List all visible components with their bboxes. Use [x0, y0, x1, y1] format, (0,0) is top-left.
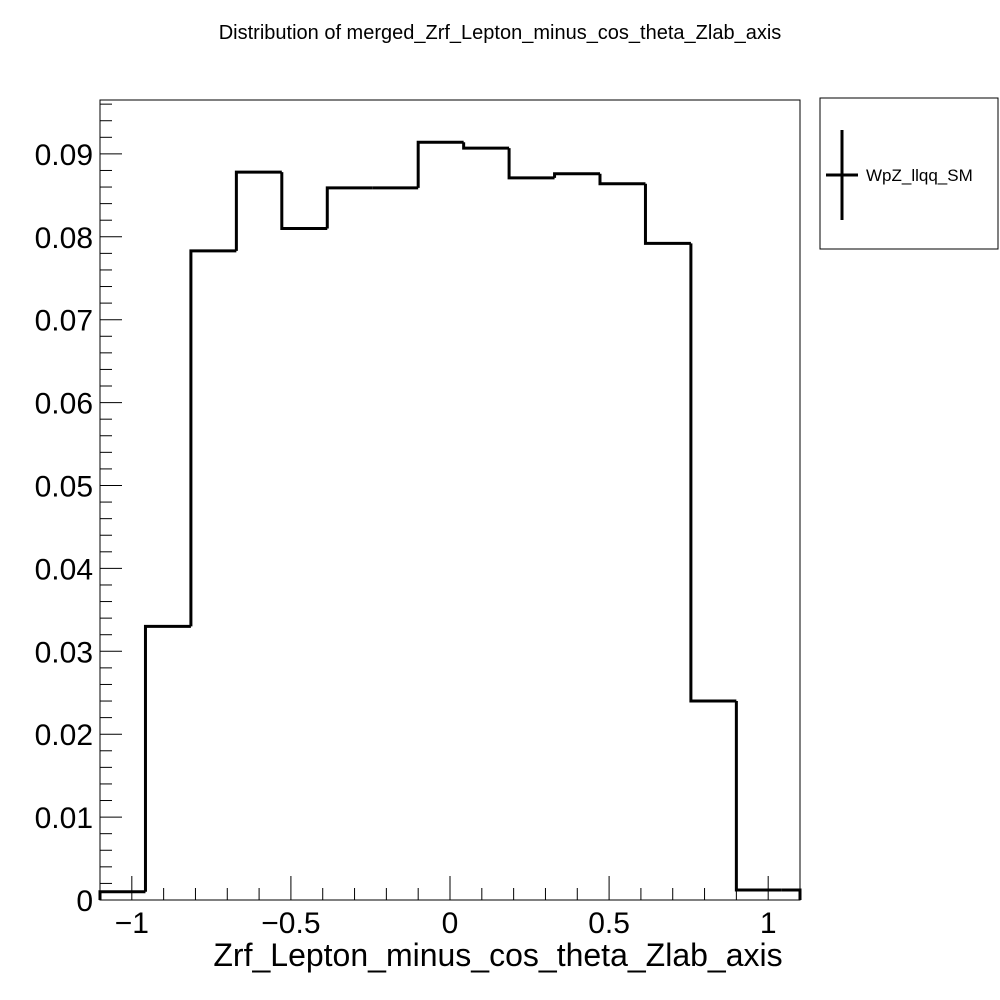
y-tick-label: 0 [76, 885, 93, 918]
x-axis-label: Zrf_Lepton_minus_cos_theta_Zlab_axis [213, 937, 782, 973]
x-axis: −1 −0.5 0 0.5 1 [115, 876, 801, 940]
y-axis: 0 0.01 0.02 0.03 0.04 0.05 0.06 0.07 0.08 0.09 [35, 103, 122, 918]
chart-title: Distribution of merged_Zrf_Lepton_minus_… [219, 22, 782, 44]
y-tick-label: 0.02 [35, 719, 93, 752]
histogram-bin [734, 701, 782, 892]
histogram-bin [98, 890, 146, 900]
plot-frame [99, 99, 801, 901]
histogram-bin [553, 172, 600, 178]
histogram-bin [143, 624, 191, 892]
y-tick-label: 0.09 [35, 139, 93, 172]
x-tick-label: 0 [442, 907, 459, 940]
histogram-bin [507, 148, 555, 180]
histogram-bin [462, 142, 510, 150]
histogram-bin [598, 173, 646, 186]
y-tick-label: 0.08 [35, 222, 93, 255]
legend: WpZ_llqq_SM [819, 97, 999, 250]
y-tick-label: 0.04 [35, 553, 93, 586]
histogram-series [98, 140, 802, 900]
histogram-bin [416, 140, 464, 188]
histogram-bin [643, 183, 691, 245]
y-tick-label: 0.03 [35, 636, 93, 669]
histogram-bin [325, 186, 373, 229]
histogram-bin [280, 172, 328, 230]
histogram-bin [189, 249, 237, 627]
x-tick-label: 1 [760, 907, 777, 940]
histogram-bin [781, 888, 802, 900]
histogram-bin [689, 243, 737, 703]
legend-entry-label: WpZ_llqq_SM [866, 166, 973, 185]
y-tick-label: 0.01 [35, 802, 93, 835]
x-tick-label: −1 [115, 907, 149, 940]
y-tick-label: 0.07 [35, 305, 93, 338]
histogram-bin [234, 170, 282, 251]
y-tick-label: 0.05 [35, 470, 93, 503]
x-tick-label: 0.5 [588, 907, 630, 940]
y-tick-label: 0.06 [35, 388, 93, 421]
x-tick-label: −0.5 [261, 907, 320, 940]
